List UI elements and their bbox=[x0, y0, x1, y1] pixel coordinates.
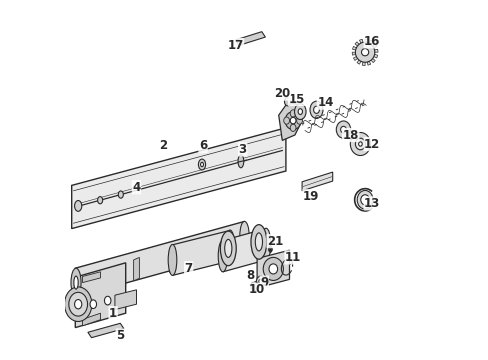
Ellipse shape bbox=[258, 279, 262, 284]
Ellipse shape bbox=[284, 97, 290, 106]
Ellipse shape bbox=[98, 197, 102, 204]
Text: 2: 2 bbox=[159, 139, 167, 152]
Text: 15: 15 bbox=[288, 93, 304, 105]
Ellipse shape bbox=[263, 257, 283, 280]
Polygon shape bbox=[278, 103, 302, 140]
Polygon shape bbox=[169, 249, 175, 273]
Text: 9: 9 bbox=[260, 276, 268, 289]
Text: 4: 4 bbox=[132, 181, 141, 194]
Ellipse shape bbox=[349, 132, 370, 156]
Ellipse shape bbox=[104, 296, 111, 305]
Text: 17: 17 bbox=[227, 39, 243, 51]
Polygon shape bbox=[88, 323, 123, 338]
Ellipse shape bbox=[261, 228, 270, 260]
Ellipse shape bbox=[256, 276, 264, 287]
Polygon shape bbox=[373, 49, 377, 52]
Ellipse shape bbox=[90, 300, 96, 309]
Ellipse shape bbox=[289, 124, 295, 131]
Ellipse shape bbox=[361, 49, 368, 56]
Polygon shape bbox=[235, 32, 265, 45]
Text: 20: 20 bbox=[274, 87, 290, 100]
Polygon shape bbox=[75, 263, 125, 328]
Polygon shape bbox=[82, 272, 101, 283]
Polygon shape bbox=[172, 230, 230, 275]
Text: 21: 21 bbox=[266, 235, 283, 248]
Ellipse shape bbox=[200, 162, 203, 167]
Ellipse shape bbox=[355, 138, 365, 150]
Ellipse shape bbox=[250, 225, 266, 259]
Ellipse shape bbox=[220, 231, 236, 266]
Text: 13: 13 bbox=[364, 197, 380, 210]
Polygon shape bbox=[302, 172, 332, 191]
Ellipse shape bbox=[218, 240, 227, 272]
Ellipse shape bbox=[283, 117, 289, 124]
Ellipse shape bbox=[74, 276, 78, 289]
Ellipse shape bbox=[356, 190, 372, 209]
Polygon shape bbox=[370, 58, 374, 63]
Text: 12: 12 bbox=[364, 138, 380, 150]
Ellipse shape bbox=[239, 221, 249, 250]
Ellipse shape bbox=[340, 126, 346, 133]
Polygon shape bbox=[115, 290, 136, 310]
Ellipse shape bbox=[289, 117, 295, 124]
Text: 5: 5 bbox=[116, 329, 124, 342]
Polygon shape bbox=[366, 60, 370, 65]
Text: 1: 1 bbox=[109, 307, 117, 320]
Polygon shape bbox=[354, 42, 359, 46]
Polygon shape bbox=[223, 229, 265, 272]
Polygon shape bbox=[362, 61, 365, 66]
Polygon shape bbox=[353, 56, 357, 60]
Ellipse shape bbox=[296, 117, 302, 124]
Polygon shape bbox=[371, 44, 376, 48]
Polygon shape bbox=[365, 39, 367, 43]
Polygon shape bbox=[368, 40, 372, 45]
Text: 10: 10 bbox=[248, 283, 264, 296]
Polygon shape bbox=[257, 250, 289, 288]
Polygon shape bbox=[72, 128, 285, 229]
Ellipse shape bbox=[224, 239, 231, 257]
Polygon shape bbox=[75, 221, 244, 297]
Polygon shape bbox=[352, 46, 356, 50]
Text: 8: 8 bbox=[245, 269, 253, 282]
Ellipse shape bbox=[168, 244, 177, 275]
Polygon shape bbox=[82, 313, 101, 326]
Ellipse shape bbox=[268, 264, 277, 274]
Polygon shape bbox=[359, 39, 363, 44]
Ellipse shape bbox=[64, 287, 92, 321]
Ellipse shape bbox=[71, 268, 81, 297]
Ellipse shape bbox=[69, 292, 87, 316]
Ellipse shape bbox=[294, 104, 305, 120]
Text: 11: 11 bbox=[285, 251, 301, 264]
Polygon shape bbox=[351, 52, 356, 55]
Ellipse shape bbox=[313, 106, 319, 113]
Ellipse shape bbox=[355, 42, 374, 62]
Ellipse shape bbox=[255, 233, 262, 251]
Text: 19: 19 bbox=[302, 190, 319, 203]
Text: 16: 16 bbox=[364, 35, 380, 48]
Ellipse shape bbox=[298, 109, 302, 114]
Ellipse shape bbox=[289, 110, 295, 117]
Text: 3: 3 bbox=[238, 143, 246, 156]
Ellipse shape bbox=[225, 230, 234, 261]
Ellipse shape bbox=[336, 121, 350, 138]
Text: 6: 6 bbox=[199, 139, 207, 152]
Polygon shape bbox=[133, 257, 139, 281]
Ellipse shape bbox=[118, 191, 123, 198]
Text: 7: 7 bbox=[184, 262, 192, 275]
Ellipse shape bbox=[75, 300, 81, 309]
Ellipse shape bbox=[198, 159, 205, 170]
Ellipse shape bbox=[75, 201, 81, 211]
Text: 18: 18 bbox=[342, 129, 358, 141]
Ellipse shape bbox=[309, 101, 322, 118]
Ellipse shape bbox=[250, 282, 258, 291]
Text: 14: 14 bbox=[317, 96, 333, 109]
Ellipse shape bbox=[285, 112, 301, 130]
Polygon shape bbox=[372, 54, 377, 58]
Ellipse shape bbox=[358, 142, 362, 146]
Polygon shape bbox=[356, 59, 361, 64]
Ellipse shape bbox=[268, 246, 272, 252]
Ellipse shape bbox=[360, 195, 368, 205]
Ellipse shape bbox=[238, 155, 244, 168]
